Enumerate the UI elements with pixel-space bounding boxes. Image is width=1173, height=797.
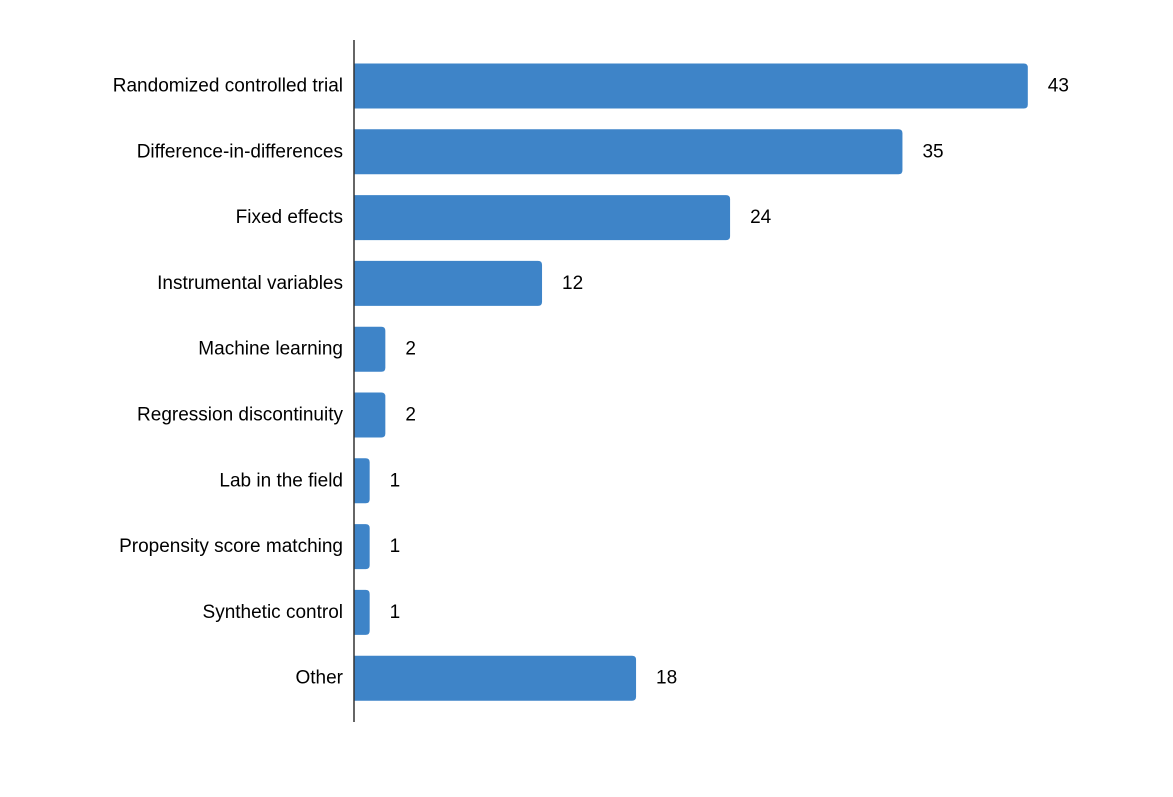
category-label-6: Lab in the field — [219, 470, 343, 491]
bar-1 — [354, 129, 903, 175]
bar-3 — [354, 260, 543, 306]
category-label-9: Other — [295, 668, 343, 689]
value-label-6: 1 — [390, 470, 401, 491]
bar-0 — [354, 63, 1028, 109]
value-label-0: 43 — [1048, 76, 1069, 97]
value-label-2: 24 — [750, 207, 772, 228]
category-label-7: Propensity score matching — [119, 536, 343, 557]
value-label-9: 18 — [656, 668, 677, 689]
value-label-8: 1 — [390, 602, 401, 623]
value-label-5: 2 — [405, 405, 416, 426]
value-label-1: 35 — [922, 141, 943, 162]
bar-2 — [354, 195, 731, 241]
bar-6 — [354, 458, 370, 504]
category-label-3: Instrumental variables — [157, 273, 343, 294]
category-label-1: Difference-in-differences — [137, 141, 343, 162]
category-label-2: Fixed effects — [236, 207, 343, 228]
bars-layer — [354, 63, 1028, 701]
bar-7 — [354, 524, 370, 570]
category-label-8: Synthetic control — [203, 602, 343, 623]
category-label-0: Randomized controlled trial — [113, 76, 343, 97]
category-label-5: Regression discontinuity — [137, 405, 343, 426]
bar-9 — [354, 655, 637, 701]
value-label-4: 2 — [405, 339, 416, 360]
value-label-3: 12 — [562, 273, 583, 294]
bar-8 — [354, 589, 370, 635]
labels-layer: Randomized controlled trial 43 Difference-… — [113, 76, 1069, 689]
bar-4 — [354, 326, 386, 372]
category-label-4: Machine learning — [198, 339, 343, 360]
value-label-7: 1 — [390, 536, 401, 557]
bar-5 — [354, 392, 386, 438]
